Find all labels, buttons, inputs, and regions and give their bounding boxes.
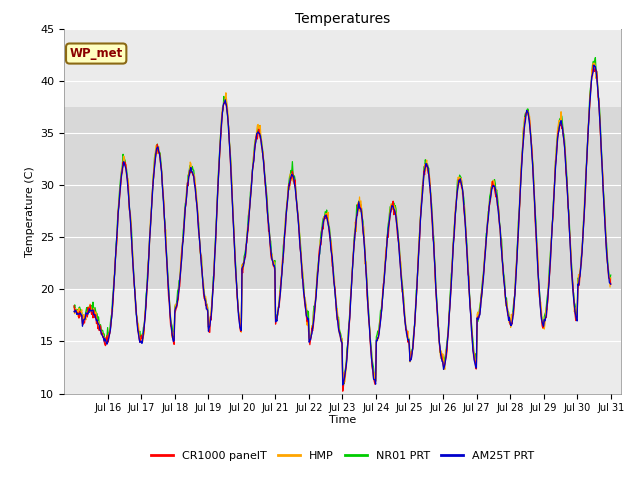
X-axis label: Time: Time xyxy=(329,415,356,425)
Title: Temperatures: Temperatures xyxy=(295,12,390,26)
Text: WP_met: WP_met xyxy=(70,47,123,60)
Bar xyxy=(64,107,621,289)
Y-axis label: Temperature (C): Temperature (C) xyxy=(24,166,35,257)
Legend: CR1000 panelT, HMP, NR01 PRT, AM25T PRT: CR1000 panelT, HMP, NR01 PRT, AM25T PRT xyxy=(146,446,539,466)
